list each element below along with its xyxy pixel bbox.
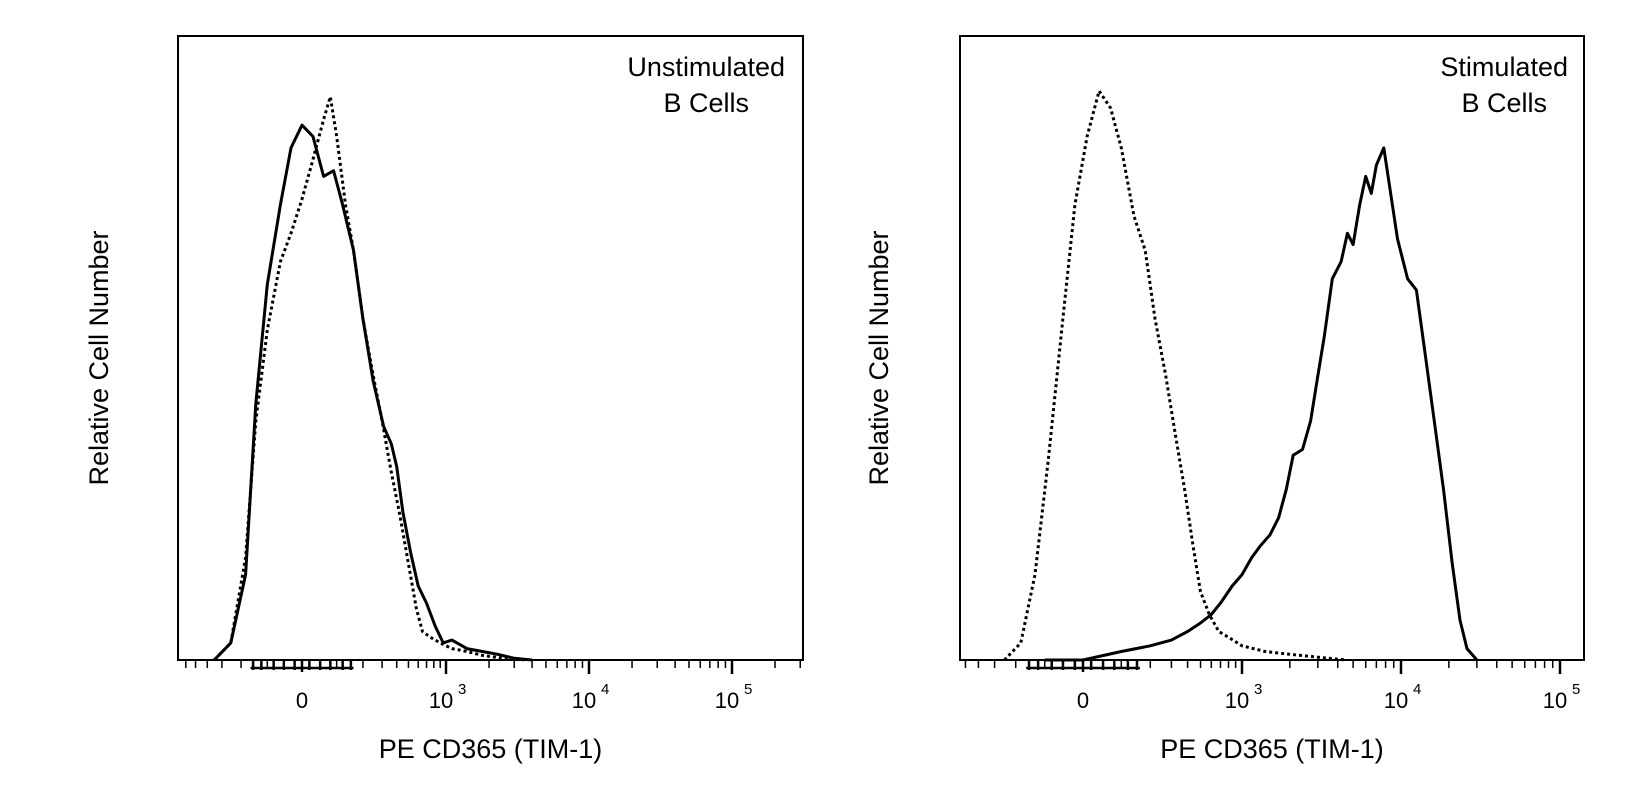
plot-frame (959, 35, 1585, 661)
x-tick-label: 10 (1225, 688, 1249, 713)
isotype-control-curve (1003, 89, 1347, 662)
plot-frame (177, 35, 804, 661)
x-tick-exponent: 4 (1413, 681, 1421, 698)
x-tick-label: 10 (715, 688, 739, 713)
x-axis-ticks (185, 660, 801, 674)
panel-title-line: B Cells (1461, 88, 1547, 118)
histogram-panel-1: 0 10 3 10 4 10 5 PE CD365 (TIM-1) Relative Cell … (84, 35, 804, 764)
histogram-panel-2: 0 10 3 10 4 10 5 PE CD365 (TIM-1) Relative Cell … (864, 35, 1585, 764)
panel-title-line: B Cells (663, 88, 749, 118)
x-axis-label: PE CD365 (TIM-1) (1160, 734, 1384, 764)
y-axis-label: Relative Cell Number (84, 230, 114, 485)
x-tick-exponent: 5 (1572, 681, 1580, 698)
x-tick-exponent: 3 (458, 681, 466, 698)
isotype-control-curve (213, 95, 524, 662)
x-tick-label: 0 (296, 688, 308, 713)
x-axis-label: PE CD365 (TIM-1) (379, 734, 603, 764)
x-tick-exponent: 3 (1254, 681, 1262, 698)
x-axis-ticks (964, 660, 1562, 674)
x-tick-exponent: 5 (744, 681, 752, 698)
cd365-stain-curve (1044, 146, 1479, 662)
panel-title-line: Unstimulated (627, 52, 785, 82)
x-tick-label: 10 (572, 688, 596, 713)
x-tick-exponent: 4 (601, 681, 609, 698)
cd365-stain-curve (213, 123, 533, 662)
panel-title-line: Stimulated (1440, 52, 1568, 82)
x-tick-label: 10 (1543, 688, 1567, 713)
x-tick-label: 10 (429, 688, 453, 713)
x-tick-label: 0 (1077, 688, 1089, 713)
y-axis-label: Relative Cell Number (864, 230, 894, 485)
x-tick-label: 10 (1384, 688, 1408, 713)
